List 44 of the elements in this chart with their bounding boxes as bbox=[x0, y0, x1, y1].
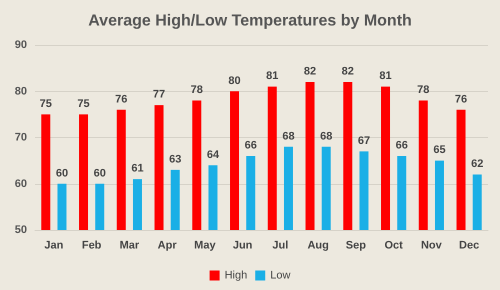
x-tick-label: Mar bbox=[120, 240, 140, 252]
x-tick-label: Jan bbox=[44, 240, 64, 252]
data-label: 80 bbox=[228, 74, 241, 87]
data-label: 81 bbox=[379, 70, 392, 82]
legend-label: High bbox=[224, 270, 248, 282]
x-tick-label: Jun bbox=[232, 240, 253, 252]
data-label: 76 bbox=[115, 93, 128, 106]
y-tick-label: 70 bbox=[14, 132, 27, 144]
data-label: 76 bbox=[454, 93, 468, 106]
x-tick-label: Apr bbox=[158, 240, 178, 252]
data-label: 66 bbox=[396, 140, 408, 152]
data-label: 68 bbox=[282, 130, 295, 142]
y-tick-label: 90 bbox=[14, 39, 27, 51]
data-label: 60 bbox=[94, 167, 106, 180]
data-label: 81 bbox=[266, 70, 278, 82]
x-tick-label: Feb bbox=[82, 240, 102, 252]
data-label: 66 bbox=[244, 140, 257, 152]
data-label: 63 bbox=[169, 153, 182, 166]
y-tick-label: 60 bbox=[14, 178, 27, 190]
x-tick-label: Aug bbox=[307, 240, 329, 252]
x-tick-label: Oct bbox=[384, 240, 404, 252]
data-label: 77 bbox=[152, 88, 166, 101]
data-label: 82 bbox=[304, 66, 316, 78]
data-label: 62 bbox=[471, 158, 484, 170]
x-tick-label: Sep bbox=[346, 240, 366, 252]
data-label: 60 bbox=[56, 167, 68, 180]
data-label: 61 bbox=[131, 162, 144, 175]
chart-title: Average High/Low Temperatures by Month bbox=[88, 12, 412, 30]
data-label: 65 bbox=[433, 144, 446, 156]
data-label: 64 bbox=[206, 148, 220, 161]
data-label: 75 bbox=[40, 98, 52, 110]
x-tick-label: May bbox=[194, 240, 216, 252]
y-tick-label: 80 bbox=[14, 85, 27, 98]
x-tick-label: Nov bbox=[420, 240, 443, 252]
data-label: 68 bbox=[320, 130, 332, 142]
legend-label: Low bbox=[270, 270, 290, 282]
x-tick-label: Jul bbox=[272, 240, 288, 252]
data-label: 78 bbox=[417, 84, 430, 96]
data-label: 67 bbox=[358, 134, 370, 147]
x-tick-label: Dec bbox=[459, 240, 480, 252]
data-label: 75 bbox=[77, 98, 90, 110]
data-label: 78 bbox=[190, 84, 203, 96]
y-tick-label: 50 bbox=[14, 224, 27, 236]
data-label: 82 bbox=[342, 66, 354, 78]
